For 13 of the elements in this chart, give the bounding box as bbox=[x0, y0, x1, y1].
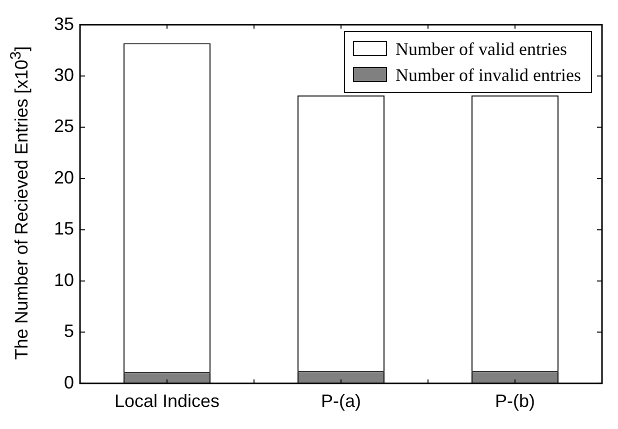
text: Number of valid entries bbox=[396, 38, 567, 61]
y-tick-label: 30 bbox=[54, 64, 74, 85]
y-tick-label: 5 bbox=[64, 321, 74, 342]
x-tick-label: P-(a) bbox=[321, 391, 362, 412]
x-tick-label: P-(b) bbox=[495, 391, 536, 412]
legend-label: Number of invalid entries bbox=[396, 64, 581, 87]
y-tick-label: 35 bbox=[54, 14, 74, 34]
y-tick-label: 25 bbox=[54, 116, 74, 136]
x-tick-label: Local Indices bbox=[114, 391, 220, 412]
y-tick-label: 15 bbox=[54, 218, 74, 239]
y-tick-label: 20 bbox=[54, 167, 74, 188]
y-tick-label: 10 bbox=[54, 270, 74, 290]
y-tick-label: 0 bbox=[64, 372, 74, 392]
